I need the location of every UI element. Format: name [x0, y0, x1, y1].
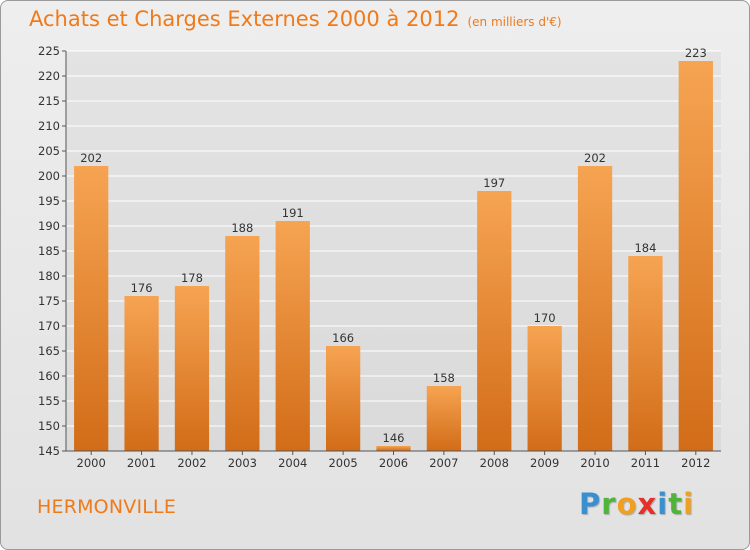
commune-name: HERMONVILLE: [37, 496, 177, 518]
bar-2004: [275, 221, 310, 451]
y-tick-label: 220: [38, 69, 60, 83]
value-label-2005: 166: [332, 331, 354, 345]
x-tick-label-2001: 2001: [127, 456, 156, 470]
bar-2006: [376, 446, 411, 451]
x-tick-label-2007: 2007: [429, 456, 458, 470]
y-tick-label: 175: [38, 294, 60, 308]
logo-letter: x: [637, 487, 658, 521]
bar-2002: [174, 286, 210, 451]
y-tick-label: 160: [38, 369, 60, 383]
x-axis: 2000 2001 2002 2003 2004 2005 2006 2007 2008 2009…: [66, 450, 721, 470]
value-label-2003: 188: [231, 221, 253, 235]
bar-2001: [124, 296, 159, 451]
x-tick-label-2008: 2008: [480, 456, 509, 470]
x-tick-label-2011: 2011: [631, 456, 660, 470]
bar-2011: [628, 256, 663, 451]
x-tick-label-2006: 2006: [379, 456, 408, 470]
x-tick-label-2002: 2002: [177, 456, 206, 470]
value-label-2011: 184: [634, 241, 656, 255]
x-tick-label-2000: 2000: [77, 456, 106, 470]
y-tick-label: 150: [38, 419, 60, 433]
value-label-2010: 202: [584, 151, 606, 165]
bar-2009: [527, 326, 562, 451]
value-label-2002: 178: [181, 271, 203, 285]
bars: [74, 61, 713, 451]
logo-letter: o: [616, 487, 638, 521]
bar-2000: [74, 166, 109, 451]
value-label-2001: 176: [131, 281, 153, 295]
value-label-2012: 223: [685, 46, 707, 60]
x-tick-label-2003: 2003: [228, 456, 257, 470]
bar-2007: [426, 386, 462, 451]
y-tick-label: 180: [38, 269, 60, 283]
y-tick-label: 205: [38, 144, 60, 158]
bar-2005: [325, 346, 361, 451]
value-label-2009: 170: [534, 311, 556, 325]
logo-letter: P: [579, 487, 602, 521]
value-label-2004: 191: [282, 206, 304, 220]
y-tick-label: 225: [38, 44, 60, 58]
value-label-2008: 197: [483, 176, 505, 190]
value-label-2006: 146: [383, 431, 405, 445]
x-tick-label-2009: 2009: [530, 456, 559, 470]
y-tick-label: 185: [38, 244, 60, 258]
title-text: Achats et Charges Externes 2000 à 2012: [29, 7, 460, 31]
bar-2008: [477, 191, 512, 451]
bar-2012: [678, 61, 713, 451]
x-tick-label-2005: 2005: [328, 456, 357, 470]
value-label-2007: 158: [433, 371, 455, 385]
data-labels: 202 176 178 188 191 166 146 158 197 170 202 184 223: [80, 46, 707, 445]
chart-title: Achats et Charges Externes 2000 à 2012 (e…: [29, 7, 562, 31]
y-tick-label: 155: [38, 394, 60, 408]
x-tick-label-2004: 2004: [278, 456, 307, 470]
y-tick-label: 195: [38, 194, 60, 208]
bar-2003: [225, 236, 260, 451]
y-tick-label: 200: [38, 169, 60, 183]
logo-letter: t: [668, 487, 684, 521]
y-tick-label: 190: [38, 219, 60, 233]
proxiti-logo[interactable]: Proxiti: [579, 487, 694, 521]
y-tick-label: 165: [38, 344, 60, 358]
x-tick-label-2012: 2012: [681, 456, 710, 470]
unit-label: (en milliers d'€): [467, 15, 562, 29]
logo-letter: r: [601, 487, 617, 521]
x-tick-label-2010: 2010: [580, 456, 609, 470]
y-tick-label: 170: [38, 319, 60, 333]
logo-letter: i: [657, 487, 669, 521]
y-axis: 145 150 155 160 165 170 175 180 185 190 195 200 205 2…: [38, 44, 67, 458]
y-tick-label: 215: [38, 94, 60, 108]
value-label-2000: 202: [80, 151, 102, 165]
bar-2010: [577, 166, 613, 451]
logo-letter: i: [683, 487, 695, 521]
y-tick-label: 145: [38, 444, 60, 458]
y-tick-label: 210: [38, 119, 60, 133]
